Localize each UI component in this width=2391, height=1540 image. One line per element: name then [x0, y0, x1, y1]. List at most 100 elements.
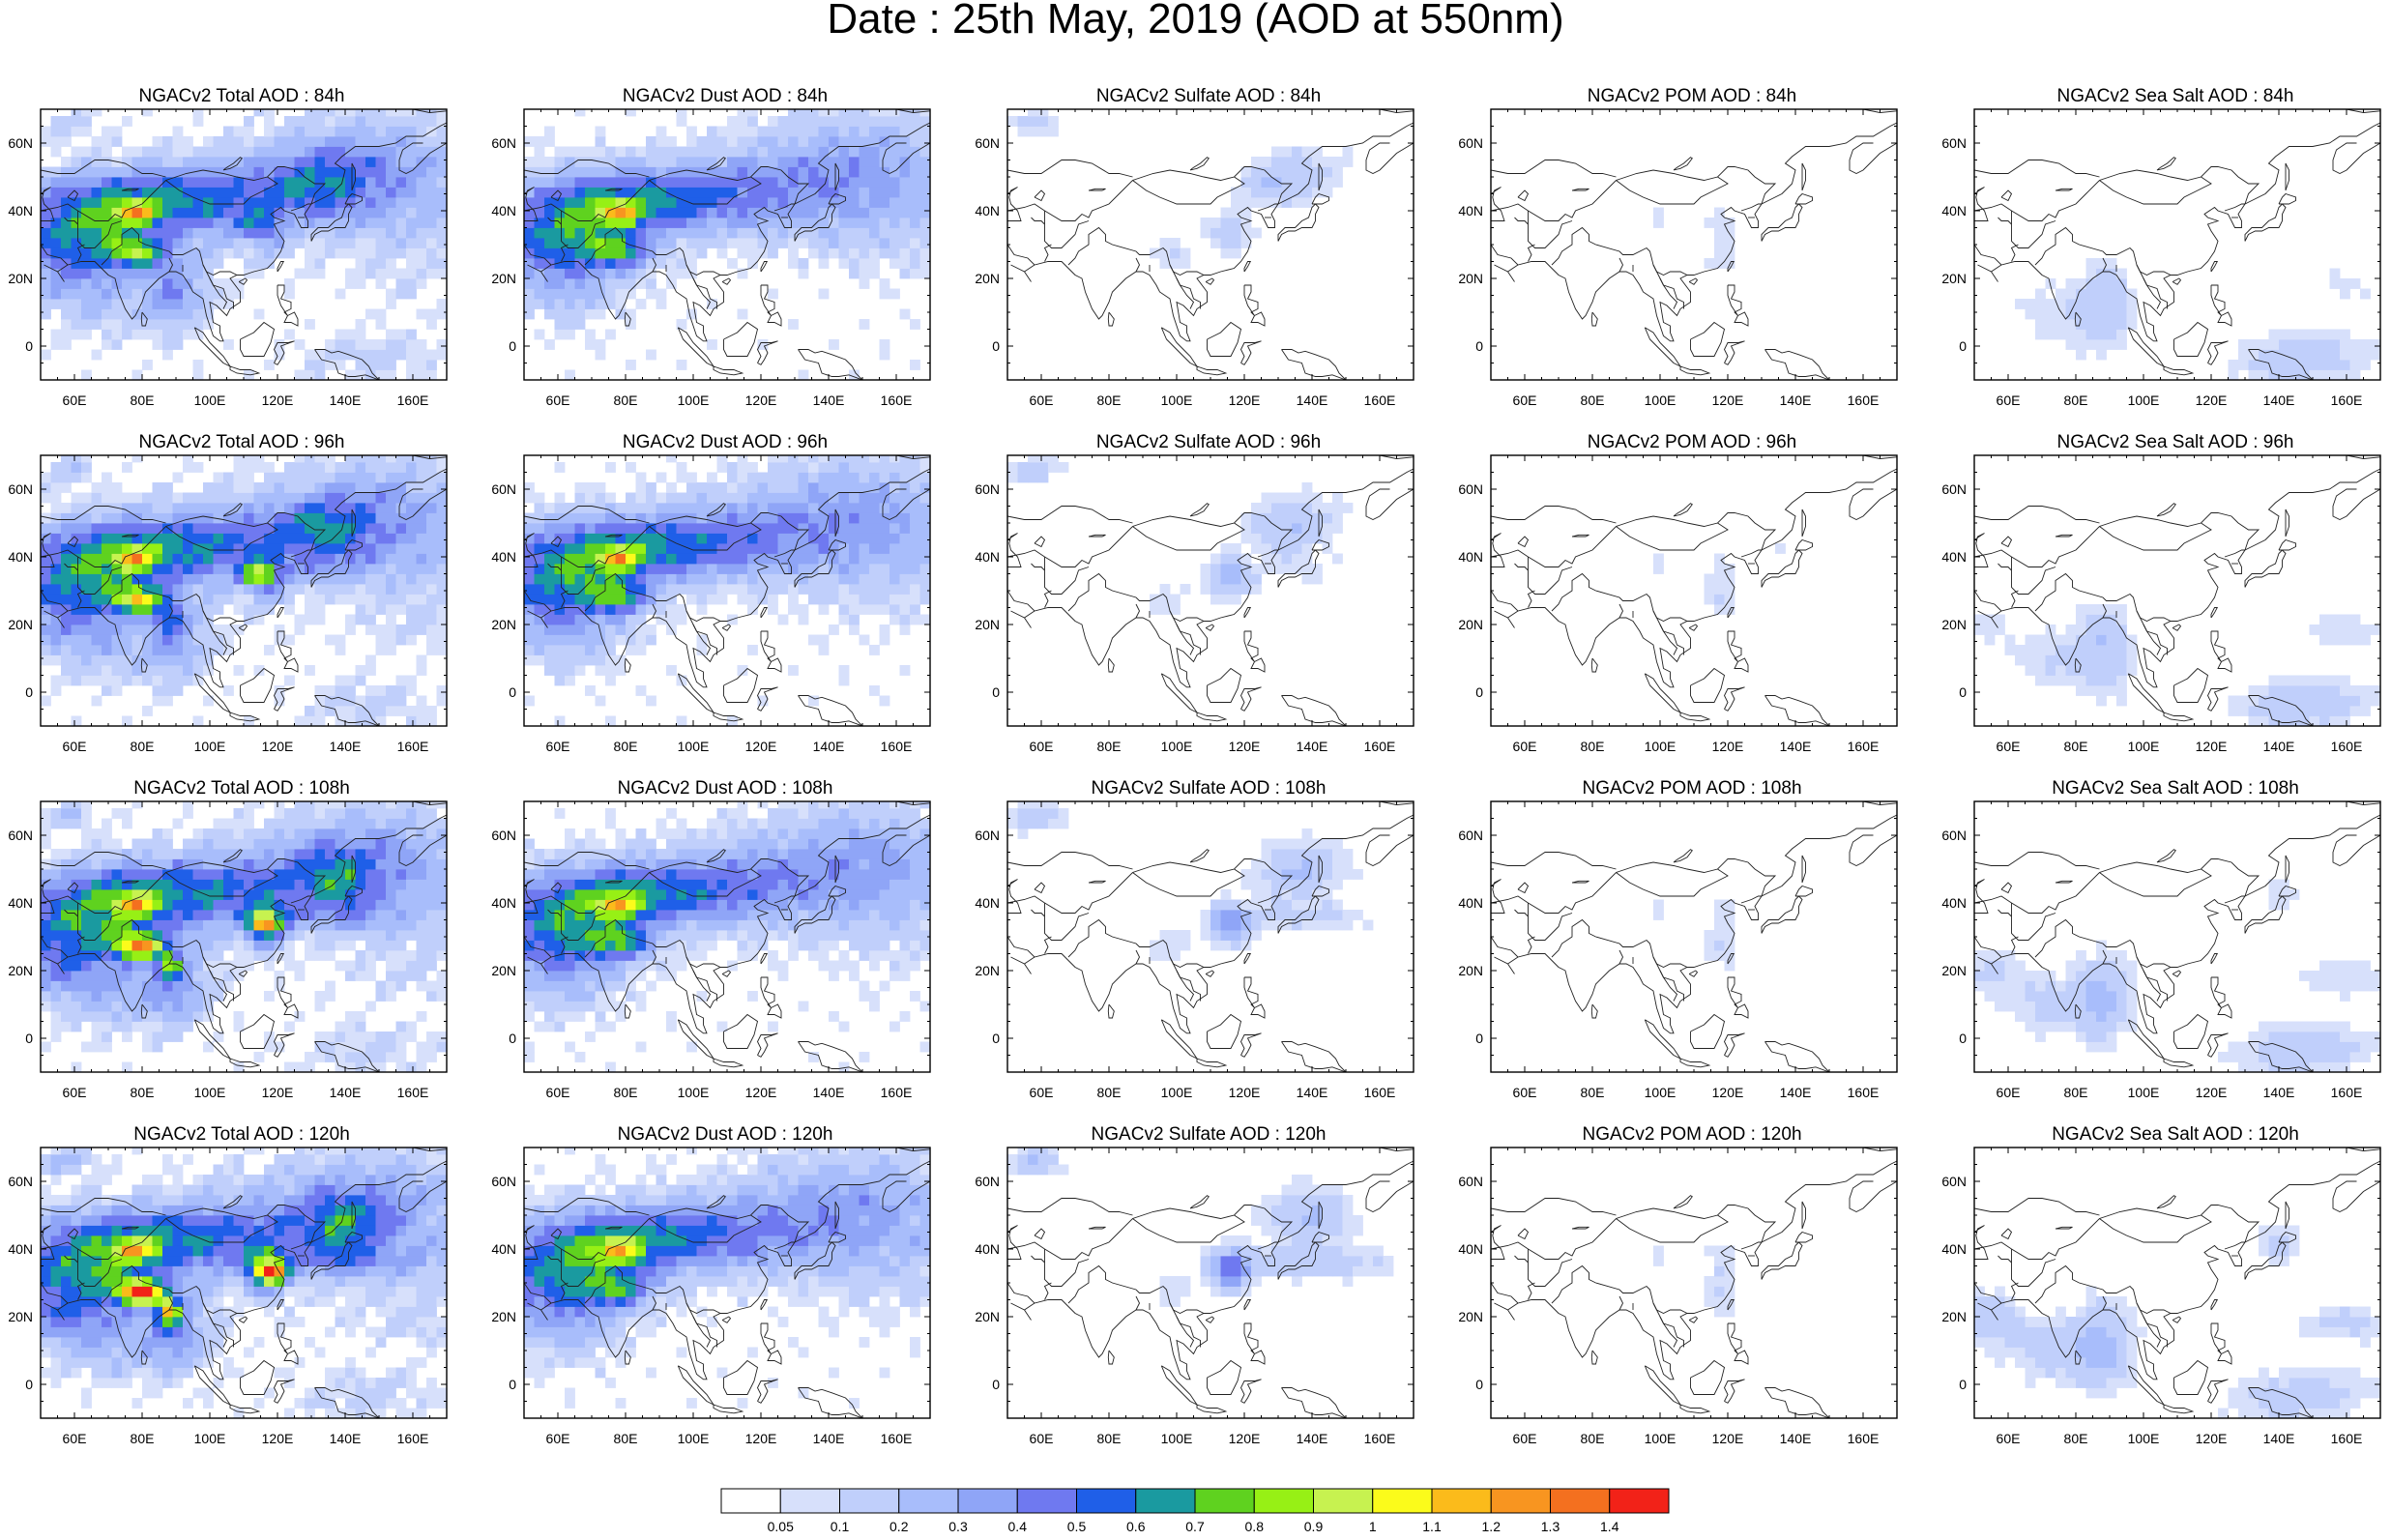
aod-cell: [214, 218, 224, 228]
aod-cell: [1210, 584, 1221, 595]
aod-cell: [426, 604, 437, 615]
aod-cell: [315, 248, 326, 259]
aod-cell: [2107, 615, 2117, 625]
aod-cell: [264, 127, 275, 137]
aod-cell: [426, 513, 437, 524]
aod-cell: [223, 869, 234, 880]
aod-cell: [244, 910, 254, 920]
aod-cell: [254, 248, 265, 259]
aod-cell: [92, 961, 102, 972]
aod-cell: [768, 177, 778, 188]
aod-cell: [2076, 319, 2086, 330]
aod-cell: [376, 167, 387, 178]
aod-cell: [666, 665, 677, 676]
aod-cell: [305, 849, 315, 859]
aod-cell: [61, 930, 72, 941]
aod-cell: [356, 523, 366, 534]
aod-cell: [386, 961, 396, 972]
aod-cell: [335, 819, 346, 829]
aod-cell: [585, 543, 596, 554]
aod-cell: [697, 238, 708, 248]
aod-cell: [122, 523, 132, 534]
aod-cell: [839, 534, 850, 544]
aod-cell: [596, 645, 606, 655]
aod-cell: [1282, 493, 1293, 504]
aod-cell: [305, 828, 315, 839]
aod-cell: [173, 278, 184, 289]
aod-cell: [544, 208, 555, 218]
aod-cell: [295, 238, 306, 248]
aod-cell: [81, 188, 92, 198]
y-tick-label: 60N: [975, 481, 1000, 497]
aod-cell: [386, 493, 396, 504]
aod-cell: [335, 543, 346, 554]
aod-cell: [193, 554, 204, 565]
aod-cell: [1271, 188, 1282, 198]
aod-cell: [376, 473, 387, 483]
aod-cell: [122, 808, 132, 819]
aod-cell: [193, 197, 204, 208]
aod-cell: [920, 218, 931, 228]
aod-cell: [142, 595, 153, 605]
aod-cell: [808, 197, 819, 208]
aod-cell: [1210, 554, 1221, 565]
aod-cell: [565, 228, 575, 239]
x-tick-label: 80E: [131, 1085, 155, 1100]
aod-cell: [153, 645, 163, 655]
aod-cell: [102, 197, 112, 208]
x-tick-label: 80E: [1581, 739, 1605, 754]
aod-cell: [264, 564, 275, 574]
aod-cell: [686, 188, 697, 198]
aod-cell: [544, 941, 555, 951]
aod-cell: [829, 523, 839, 534]
aod-cell: [565, 645, 575, 655]
aod-cell: [112, 330, 123, 340]
aod-cell: [555, 157, 566, 167]
aod-cell: [1323, 167, 1333, 178]
aod-cell: [626, 188, 636, 198]
aod-cell: [426, 177, 437, 188]
aod-cell: [61, 554, 72, 565]
aod-field: [1491, 109, 1897, 380]
aod-cell: [2350, 278, 2361, 289]
aod-cell: [386, 208, 396, 218]
aod-cell: [1231, 197, 1241, 208]
aod-cell: [264, 950, 275, 961]
aod-cell: [244, 147, 254, 158]
aod-cell: [616, 625, 627, 635]
aod-cell: [112, 950, 123, 961]
aod-cell: [605, 147, 616, 158]
aod-cell: [1231, 238, 1241, 248]
aod-cell: [880, 208, 890, 218]
aod-cell: [162, 554, 173, 565]
aod-cell: [81, 910, 92, 920]
aod-cell: [295, 1062, 306, 1073]
aod-cell: [173, 635, 184, 646]
aod-cell: [365, 950, 376, 961]
aod-cell: [697, 136, 708, 147]
aod-cell: [335, 330, 346, 340]
panel-title: NGACv2 Sulfate AOD : 96h: [967, 431, 1450, 454]
aod-cell: [365, 685, 376, 696]
aod-cell: [535, 655, 545, 666]
aod-cell: [920, 157, 931, 167]
aod-cell: [575, 228, 586, 239]
aod-cell: [738, 167, 748, 178]
aod-cell: [1714, 574, 1725, 585]
aod-cell: [869, 157, 880, 167]
aod-cell: [819, 228, 830, 239]
aod-cell: [386, 258, 396, 269]
aod-cell: [2289, 685, 2300, 696]
aod-cell: [596, 482, 606, 493]
aod-cell: [677, 676, 687, 686]
aod-cell: [1150, 604, 1160, 615]
aod-cell: [900, 218, 911, 228]
aod-cell: [223, 849, 234, 859]
aod-cell: [183, 228, 193, 239]
aod-cell: [173, 971, 184, 981]
aod-cell: [1028, 473, 1038, 483]
aod-cell: [819, 473, 830, 483]
aod-cell: [203, 482, 214, 493]
aod-cell: [254, 543, 265, 554]
aod-cell: [365, 147, 376, 158]
